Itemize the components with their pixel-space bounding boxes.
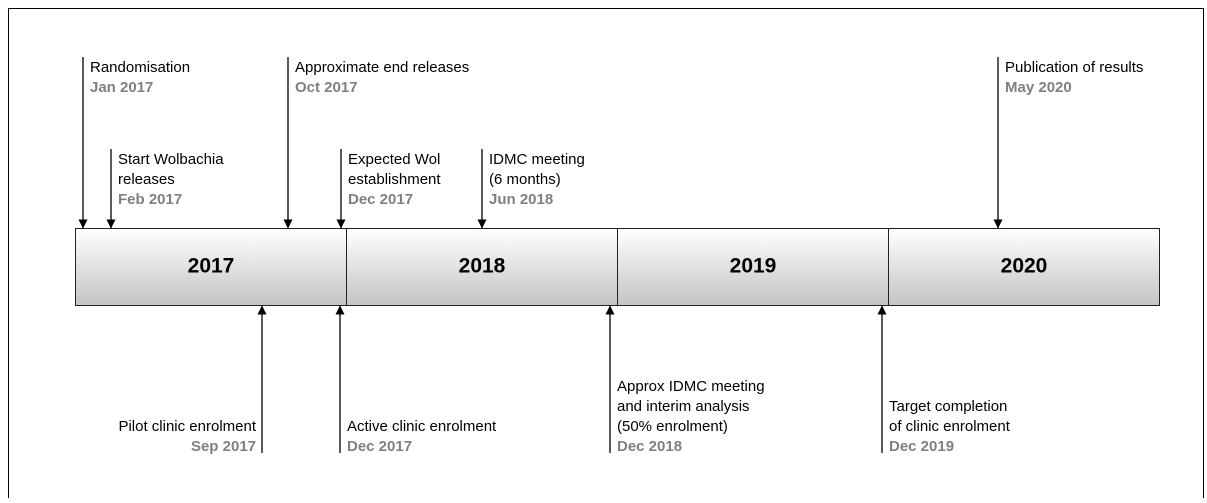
event-label: Active clinic enrolment bbox=[347, 418, 497, 435]
year-label: 2017 bbox=[188, 255, 235, 278]
event-label: of clinic enrolment bbox=[889, 418, 1011, 435]
event-label: and interim analysis bbox=[617, 398, 750, 415]
event-label: Approx IDMC meeting bbox=[617, 378, 765, 395]
event-date: Dec 2017 bbox=[347, 438, 412, 455]
event-date: Jun 2018 bbox=[489, 191, 553, 208]
event-label: Publication of results bbox=[1005, 59, 1143, 76]
event-label: (6 months) bbox=[489, 171, 561, 188]
event-label: IDMC meeting bbox=[489, 151, 585, 168]
year-label: 2020 bbox=[1001, 255, 1048, 278]
year-label: 2018 bbox=[459, 255, 506, 278]
year-label: 2019 bbox=[730, 255, 777, 278]
frame bbox=[8, 8, 1204, 503]
event-label: Start Wolbachia bbox=[118, 151, 224, 168]
event-label: Expected Wol bbox=[348, 151, 440, 168]
event-date: Dec 2018 bbox=[617, 438, 682, 455]
event-label: (50% enrolment) bbox=[617, 418, 728, 435]
event-date: Oct 2017 bbox=[295, 79, 358, 96]
event-date: May 2020 bbox=[1005, 79, 1072, 96]
event-date: Jan 2017 bbox=[90, 79, 153, 96]
event-date: Sep 2017 bbox=[191, 438, 256, 455]
event-date: Dec 2017 bbox=[348, 191, 413, 208]
event-label: Target completion bbox=[889, 398, 1007, 415]
event-label: Randomisation bbox=[90, 59, 190, 76]
event-label: Approximate end releases bbox=[295, 59, 469, 76]
event-label: releases bbox=[118, 171, 175, 188]
event-label: Pilot clinic enrolment bbox=[118, 418, 256, 435]
event-label: establishment bbox=[348, 171, 441, 188]
event-date: Dec 2019 bbox=[889, 438, 954, 455]
event-date: Feb 2017 bbox=[118, 191, 182, 208]
